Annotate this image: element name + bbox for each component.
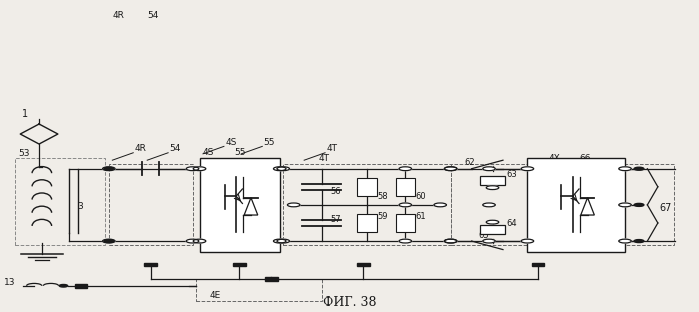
Circle shape: [399, 239, 412, 243]
Text: 4E: 4E: [210, 290, 221, 300]
Circle shape: [104, 240, 114, 242]
Text: 66: 66: [579, 154, 591, 163]
Text: 53: 53: [18, 149, 29, 158]
Text: 4R: 4R: [113, 11, 124, 20]
Text: 1: 1: [22, 109, 28, 119]
Circle shape: [634, 240, 644, 242]
Circle shape: [287, 203, 300, 207]
Bar: [396, 214, 415, 232]
Circle shape: [445, 167, 457, 171]
Text: 57: 57: [330, 215, 340, 224]
Circle shape: [619, 239, 631, 243]
Circle shape: [277, 167, 289, 171]
Bar: [357, 214, 377, 232]
Circle shape: [487, 186, 499, 190]
Circle shape: [487, 220, 499, 224]
Text: 58: 58: [377, 192, 388, 201]
Circle shape: [483, 239, 496, 243]
Bar: [357, 178, 377, 196]
Text: 4T: 4T: [326, 144, 338, 153]
Bar: [196, 279, 322, 301]
Circle shape: [445, 239, 457, 243]
Circle shape: [277, 239, 289, 243]
Text: 63: 63: [507, 170, 517, 179]
Text: 61: 61: [416, 212, 426, 221]
Circle shape: [104, 167, 114, 170]
Bar: [75, 284, 87, 288]
Bar: [283, 164, 451, 245]
Circle shape: [399, 167, 412, 171]
Bar: [480, 225, 505, 234]
Text: 56: 56: [330, 188, 340, 196]
Circle shape: [186, 167, 199, 171]
Circle shape: [103, 239, 115, 243]
Bar: [233, 263, 245, 266]
Text: ФИГ. 38: ФИГ. 38: [323, 296, 376, 309]
Circle shape: [273, 167, 286, 171]
Circle shape: [619, 203, 631, 207]
Text: 4T: 4T: [318, 154, 329, 163]
Bar: [480, 176, 505, 185]
Circle shape: [434, 203, 447, 207]
Bar: [199, 158, 280, 252]
Bar: [357, 263, 370, 266]
Text: 64: 64: [507, 219, 517, 228]
Circle shape: [399, 203, 412, 207]
Circle shape: [445, 167, 457, 171]
Text: 54: 54: [147, 11, 159, 20]
Bar: [451, 164, 674, 245]
Circle shape: [483, 167, 496, 171]
Text: 55: 55: [234, 148, 246, 157]
Circle shape: [186, 239, 199, 243]
Text: 59: 59: [377, 212, 388, 221]
Circle shape: [483, 203, 496, 207]
Text: 4R: 4R: [135, 144, 147, 153]
Text: 4X: 4X: [548, 154, 560, 163]
Bar: [145, 263, 157, 266]
Text: 55: 55: [264, 138, 275, 147]
Bar: [109, 164, 192, 245]
Circle shape: [59, 285, 68, 287]
Circle shape: [634, 203, 644, 206]
Text: 62: 62: [465, 158, 475, 167]
Circle shape: [193, 239, 206, 243]
Bar: [396, 178, 415, 196]
Text: 4S: 4S: [203, 148, 215, 157]
Text: 67: 67: [659, 203, 672, 213]
Circle shape: [273, 239, 286, 243]
Circle shape: [521, 167, 533, 171]
Circle shape: [193, 167, 206, 171]
Bar: [531, 263, 544, 266]
Circle shape: [634, 167, 644, 170]
Text: 4S: 4S: [225, 138, 237, 147]
Text: 13: 13: [4, 278, 15, 287]
Circle shape: [521, 239, 533, 243]
Text: 60: 60: [416, 192, 426, 201]
Circle shape: [619, 167, 631, 171]
Bar: [265, 277, 278, 281]
Circle shape: [445, 239, 457, 243]
Text: 3: 3: [77, 202, 83, 211]
Circle shape: [103, 167, 115, 171]
Text: 54: 54: [170, 144, 181, 153]
Text: 65: 65: [479, 232, 489, 241]
Bar: [15, 158, 106, 245]
Bar: [527, 158, 625, 252]
